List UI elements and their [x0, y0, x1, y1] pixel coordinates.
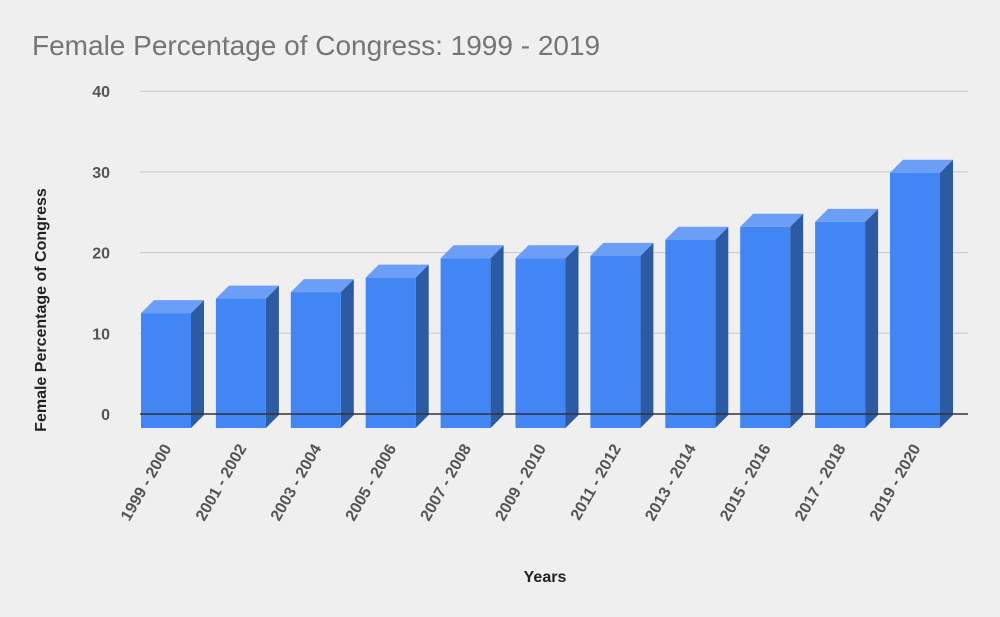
bar-front-face [290, 292, 341, 428]
x-axis-ticks: 1999 - 2000 2001 - 2002 2003 - 2004 2005 - … [118, 441, 924, 524]
bar-top-face [215, 285, 279, 299]
bar [365, 264, 429, 428]
y-tick-label: 40 [92, 84, 110, 101]
bar-top-face [665, 226, 729, 240]
bar-top-face [290, 279, 354, 293]
bar-front-face [141, 313, 191, 428]
bar-side-face [415, 264, 429, 428]
bar-side-face [940, 159, 953, 428]
bar-side-face [865, 208, 879, 428]
x-tick-label: 2011 - 2012 [568, 441, 625, 523]
x-axis-title: Years [524, 569, 567, 586]
x-tick-label: 2001 - 2002 [193, 441, 250, 524]
bar [215, 285, 279, 428]
x-tick-label: 2019 - 2020 [867, 441, 924, 524]
bar-front-face [365, 277, 416, 428]
x-tick-label: 2003 - 2004 [268, 441, 325, 524]
bar-top-face [815, 208, 879, 222]
bar-top-face [515, 245, 579, 259]
bar-top-face [890, 159, 953, 173]
bar [290, 279, 354, 428]
bar-side-face [640, 242, 654, 428]
x-tick-label: 2007 - 2008 [418, 441, 475, 524]
bar-side-face [790, 213, 804, 428]
bar-front-face [515, 258, 566, 428]
y-tick-label: 20 [92, 246, 110, 263]
bar-front-face [215, 298, 266, 428]
bar-top-face [365, 264, 429, 278]
bar-side-face [490, 245, 504, 428]
x-tick-label: 1999 - 2000 [118, 441, 175, 524]
x-tick-label: 2013 - 2014 [642, 441, 699, 524]
bars [141, 159, 953, 428]
x-tick-label: 2015 - 2016 [717, 441, 774, 524]
bar-top-face [740, 213, 804, 227]
bar-side-face [715, 226, 729, 428]
y-tick-label: 10 [92, 326, 110, 343]
bar [815, 208, 879, 428]
bar [440, 245, 504, 428]
bar-front-face [440, 258, 491, 428]
chart-title: Female Percentage of Congress: 1999 - 20… [32, 30, 600, 61]
bar-front-face [890, 172, 940, 428]
x-tick-label: 2005 - 2006 [343, 441, 400, 524]
bar-top-face [141, 300, 204, 314]
bar [590, 242, 654, 428]
bar [141, 300, 204, 428]
bar [740, 213, 804, 428]
bar-side-face [191, 300, 204, 428]
y-axis-ticks: 0 10 20 30 40 [92, 84, 110, 424]
y-axis-title: Female Percentage of Congress [33, 188, 50, 432]
bar-top-face [590, 242, 654, 256]
x-tick-label: 2017 - 2018 [792, 441, 849, 524]
bar-front-face [740, 226, 791, 428]
bar [515, 245, 579, 428]
bar-front-face [815, 221, 866, 428]
bar-front-face [665, 239, 716, 428]
y-tick-label: 30 [92, 165, 110, 182]
bar-side-face [265, 285, 279, 428]
bar [890, 159, 953, 428]
bar [665, 226, 729, 428]
bar-side-face [565, 245, 579, 428]
bar-front-face [590, 255, 641, 428]
bar-side-face [340, 279, 354, 428]
x-tick-label: 2009 - 2010 [493, 441, 550, 524]
y-tick-label: 0 [101, 407, 110, 424]
bar-top-face [440, 245, 504, 259]
